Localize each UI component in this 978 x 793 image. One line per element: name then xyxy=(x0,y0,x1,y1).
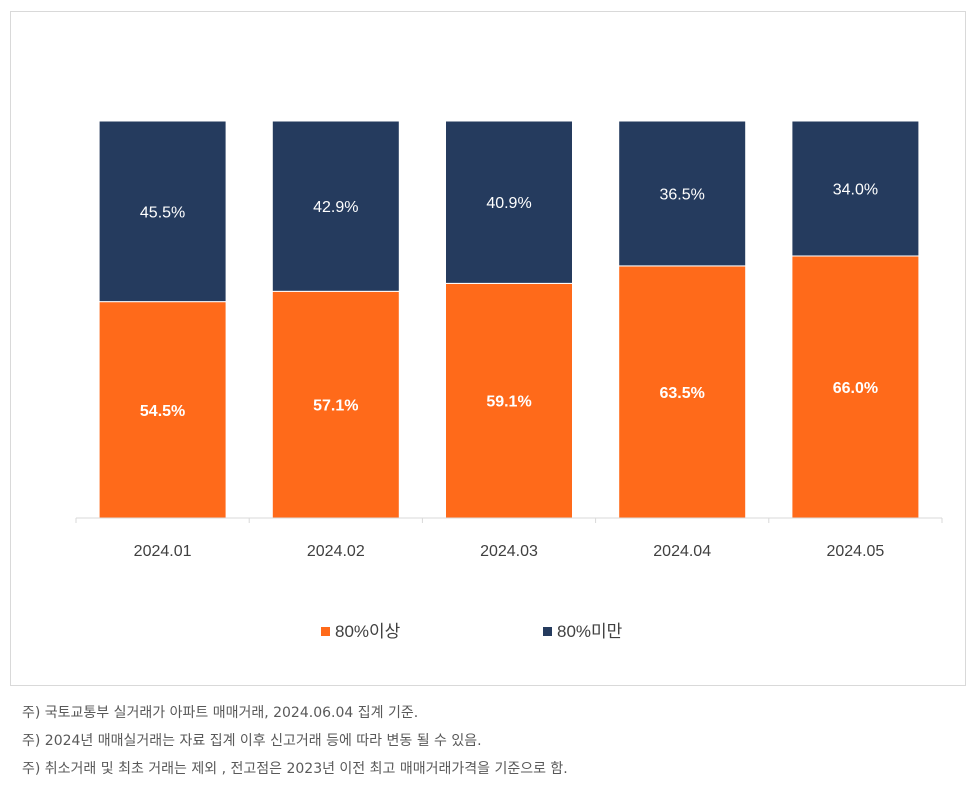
data-label: 59.1% xyxy=(486,394,531,411)
data-label: 57.1% xyxy=(313,398,358,415)
data-label: 63.5% xyxy=(660,385,705,402)
legend-swatch-above80 xyxy=(321,627,330,636)
bar-above80-2024.04[interactable] xyxy=(618,265,747,519)
bar-below80-2024.04[interactable] xyxy=(618,120,747,267)
x-tick-label: 2024.01 xyxy=(134,543,192,560)
bar-below80-2024.01[interactable] xyxy=(98,120,227,303)
x-tick-label: 2024.02 xyxy=(307,543,365,560)
bar-above80-2024.02[interactable] xyxy=(271,290,400,519)
data-label: 36.5% xyxy=(660,186,705,203)
data-label: 54.5% xyxy=(140,403,185,420)
bar-above80-2024.03[interactable] xyxy=(445,282,573,519)
x-tick-label: 2024.04 xyxy=(653,543,711,560)
data-label: 34.0% xyxy=(833,181,878,198)
data-label: 66.0% xyxy=(833,380,878,397)
data-label: 42.9% xyxy=(313,199,358,216)
footnotes: 주) 국토교통부 실거래가 아파트 매매거래, 2024.06.04 집계 기준… xyxy=(22,703,962,787)
bar-above80-2024.01[interactable] xyxy=(98,301,227,519)
bar-below80-2024.02[interactable] xyxy=(271,120,400,292)
x-tick-label: 2024.03 xyxy=(480,543,538,560)
bar-above80-2024.05[interactable] xyxy=(791,255,920,519)
data-label: 45.5% xyxy=(140,204,185,221)
footnote-1: 주) 국토교통부 실거래가 아파트 매매거래, 2024.06.04 집계 기준… xyxy=(22,705,419,721)
stacked-bar-chart: 54.5% 45.5% 2024.01 57.1% 42.9% 2024.02 59.1% 4… xyxy=(75,120,943,641)
bar-below80-2024.03[interactable] xyxy=(445,120,573,284)
legend-label-below80: 80%미만 xyxy=(557,622,623,641)
footnote-3: 주) 취소거래 및 최초 거래는 제외 , 전고점은 2023년 이전 최고 매… xyxy=(22,761,568,777)
footnote-2: 주) 2024년 매매실거래는 자료 집계 이후 신고거래 등에 따라 변동 될… xyxy=(22,733,482,749)
x-tick-label: 2024.05 xyxy=(826,543,884,560)
bar-below80-2024.05[interactable] xyxy=(791,120,920,257)
data-label: 40.9% xyxy=(486,195,531,212)
legend-swatch-below80 xyxy=(543,627,552,636)
legend-label-above80: 80%이상 xyxy=(335,622,401,641)
